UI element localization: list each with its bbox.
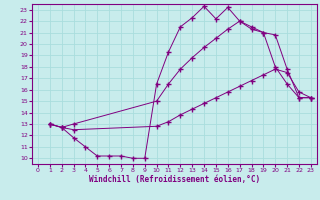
X-axis label: Windchill (Refroidissement éolien,°C): Windchill (Refroidissement éolien,°C) bbox=[89, 175, 260, 184]
